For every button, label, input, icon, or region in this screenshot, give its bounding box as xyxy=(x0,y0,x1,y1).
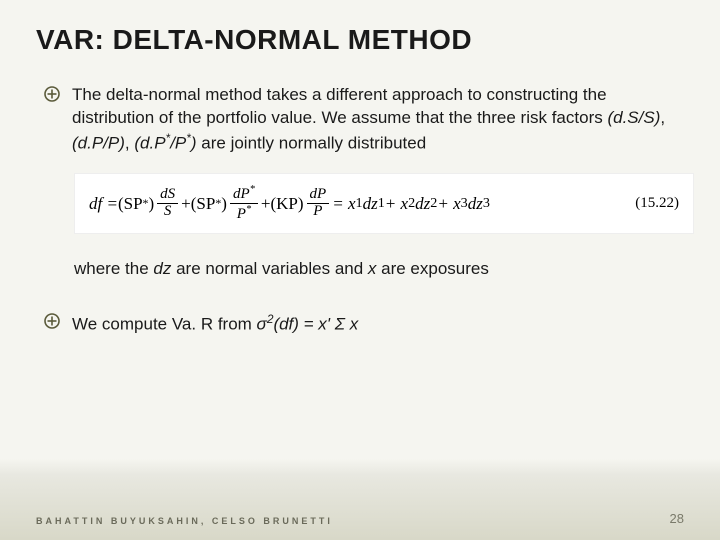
b1-pre: The delta-normal method takes a differen… xyxy=(72,85,607,127)
b1-f2: (d.P/P) xyxy=(72,134,125,153)
eq-t1a: (SP xyxy=(118,194,143,214)
b2-sigma: σ xyxy=(257,315,267,334)
b1-post: are jointly normally distributed xyxy=(197,134,427,153)
eq-f2n: dP* xyxy=(230,184,258,204)
equation-row: df = (SP*) dS S + (SP*) dP* P* + (KP) dP… xyxy=(89,184,679,223)
bullet-item-2: We compute Va. R from σ2(df) = x' Σ x xyxy=(36,311,684,337)
st-c: are exposures xyxy=(376,259,488,278)
eq-r2ds: 2 xyxy=(430,195,437,212)
bullet-1-text: The delta-normal method takes a differen… xyxy=(66,84,684,155)
eq-rp2: + x xyxy=(437,194,460,214)
eq-r1ds: 1 xyxy=(378,195,385,212)
b1-s1: , xyxy=(660,108,665,127)
eq-r2d: dz xyxy=(415,194,430,214)
eq-r2s: 2 xyxy=(408,195,415,212)
eq-t2a: (SP xyxy=(191,194,216,214)
bullet-icon xyxy=(44,313,66,329)
eq-f1n: dS xyxy=(157,187,178,204)
b2-a: We compute Va. R from xyxy=(72,315,257,334)
b1-f3m: /P xyxy=(170,134,186,153)
page-number: 28 xyxy=(670,511,684,526)
bullet-2-text: We compute Va. R from σ2(df) = x' Σ x xyxy=(66,311,368,337)
b1-f1: (d.S/S) xyxy=(607,108,660,127)
b2-b: (df) = x' xyxy=(273,315,334,334)
eq-lhs: df = xyxy=(89,194,118,214)
b1-s2: , xyxy=(125,134,134,153)
b1-f3o: (d.P xyxy=(134,134,165,153)
bullet-icon xyxy=(44,86,66,102)
eq-f3d: P xyxy=(310,204,325,220)
eq-t3c: ) xyxy=(298,194,304,214)
slide-title: VAR: DELTA-NORMAL METHOD xyxy=(36,24,684,56)
eq-frac1: dS S xyxy=(157,187,178,220)
eq-r1s: 1 xyxy=(356,195,363,212)
footer: BAHATTIN BUYUKSAHIN, CELSO BRUNETTI 28 xyxy=(36,511,684,526)
eq-rp1: + x xyxy=(385,194,408,214)
equation-box: df = (SP*) dS S + (SP*) dP* P* + (KP) dP… xyxy=(74,173,694,234)
eq-f1d: S xyxy=(161,204,175,220)
eq-r1d: dz xyxy=(363,194,378,214)
equation-label: (15.22) xyxy=(615,195,679,212)
st-a: where the xyxy=(74,259,153,278)
slide: VAR: DELTA-NORMAL METHOD The delta-norma… xyxy=(0,0,720,540)
eq-frac2: dP* P* xyxy=(230,184,258,223)
st-b: are normal variables and xyxy=(171,259,368,278)
eq-f3n: dP xyxy=(307,187,330,204)
eq-r3ds: 3 xyxy=(483,195,490,212)
eq-p1: + xyxy=(181,194,191,214)
eq-t2c: ) xyxy=(221,194,227,214)
eq-p2: + xyxy=(261,194,271,214)
eq-r3d: dz xyxy=(468,194,483,214)
eq-frac3: dP P xyxy=(307,187,330,220)
footer-author: BAHATTIN BUYUKSAHIN, CELSO BRUNETTI xyxy=(36,516,333,526)
eq-f2d: P* xyxy=(234,204,254,223)
eq-rhs: = x xyxy=(332,194,355,214)
eq-t1c: ) xyxy=(148,194,154,214)
eq-t3a: (KP xyxy=(270,194,297,214)
b2-Sigma: Σ xyxy=(335,315,345,334)
st-dz: dz xyxy=(153,259,171,278)
b2-c: x xyxy=(345,315,358,334)
bullet-item-1: The delta-normal method takes a differen… xyxy=(36,84,684,155)
where-text: where the dz are normal variables and x … xyxy=(74,258,684,281)
eq-r3s: 3 xyxy=(461,195,468,212)
